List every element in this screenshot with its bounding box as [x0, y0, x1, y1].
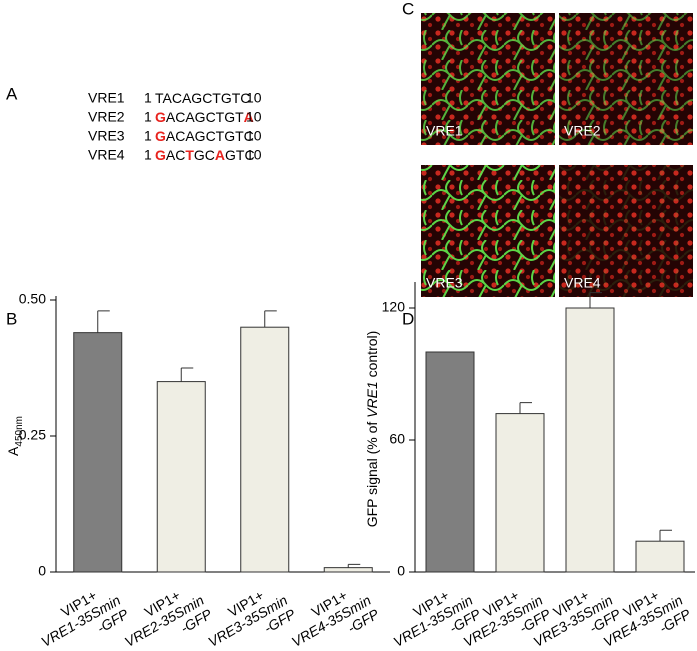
sequence-end: 10 [246, 109, 262, 125]
error-bar [589, 292, 602, 308]
error-bar [519, 402, 532, 414]
x-tick-label-group: VIP1+VRE2-35Smin-GFP [122, 587, 215, 650]
sequence-start: 1 [144, 128, 152, 144]
sequence: TACAGCTGTC [155, 90, 250, 106]
y-axis-label: A450nm [5, 416, 25, 456]
x-tick-label-group: VIP1+VRE4-35Smin-GFP [289, 587, 382, 650]
y-tick-label: 0.50 [19, 291, 46, 307]
bar [635, 540, 685, 573]
micrograph [559, 13, 693, 145]
sequence-segment: ACAGCTGT [166, 109, 244, 125]
sequence-name: VRE4 [88, 147, 125, 163]
bar [425, 351, 475, 573]
sequence-segment: G [155, 109, 166, 125]
sequence: GACAGCTGTC [155, 128, 254, 144]
sequence-segment: G [155, 128, 166, 144]
y-axis-label-part: control) [364, 331, 380, 382]
y-axis-label-part: 450nm [14, 416, 25, 447]
panel-label: D [402, 309, 414, 328]
micrograph-label: VRE1 [426, 123, 463, 139]
bar [565, 307, 615, 573]
sequence-name: VRE1 [88, 90, 125, 106]
error-bar [264, 310, 277, 328]
sequence-segment: GC [194, 147, 215, 163]
sequence-segment: T [185, 147, 194, 163]
micrograph [421, 165, 555, 297]
y-axis-label-part: GFP signal (% of [364, 418, 380, 527]
x-tick-label-group: VIP1+VRE1-35Smin-GFP [38, 587, 131, 650]
error-bar [97, 310, 110, 333]
y-tick-label: 0.25 [19, 427, 46, 443]
panel-label: A [6, 84, 18, 103]
y-tick-label: 0 [397, 563, 405, 579]
sequence-segment: A [244, 109, 254, 125]
y-axis-label-part: A [5, 446, 21, 456]
micrograph-label: VRE3 [426, 275, 463, 291]
error-bar [347, 563, 361, 568]
sequence-name: VRE2 [88, 109, 125, 125]
sequence-name: VRE3 [88, 128, 125, 144]
bar [495, 413, 545, 573]
sequence-start: 1 [144, 90, 152, 106]
bar [73, 332, 123, 573]
micrograph-label: VRE4 [564, 275, 601, 291]
sequence-segment: ACAGCTGTC [166, 128, 254, 144]
sequence-segment: GTC [225, 147, 255, 163]
sequence-segment: TACAGCTGTC [155, 90, 250, 106]
sequence-segment: A [215, 147, 225, 163]
sequence: GACTGCAGTC [155, 147, 255, 163]
bar [156, 381, 206, 573]
y-axis-label: GFP signal (% of VRE1 control) [364, 331, 380, 528]
sequence-start: 1 [144, 109, 152, 125]
bar [240, 326, 290, 573]
error-bar [180, 367, 194, 382]
y-tick-label: 120 [382, 299, 406, 315]
sequence-start: 1 [144, 147, 152, 163]
sequence-end: 10 [246, 147, 262, 163]
y-tick-label: 0 [38, 563, 46, 579]
panel-label: B [6, 309, 17, 328]
sequence-end: 10 [246, 128, 262, 144]
sequence-segment: AC [166, 147, 185, 163]
x-tick-label-group: VIP1+VRE3-35Smin-GFP [205, 587, 298, 650]
bar [323, 567, 373, 573]
y-axis-label-part: VRE1 [364, 381, 380, 418]
sequence-segment: G [155, 147, 166, 163]
micrograph-label: VRE2 [564, 123, 601, 139]
sequence-end: 10 [246, 90, 262, 106]
micrograph [559, 165, 693, 297]
micrograph [421, 13, 555, 145]
y-tick-label: 60 [389, 431, 405, 447]
panel-label: C [402, 0, 414, 18]
error-bar [659, 529, 672, 542]
sequence: GACAGCTGTA [155, 109, 254, 125]
